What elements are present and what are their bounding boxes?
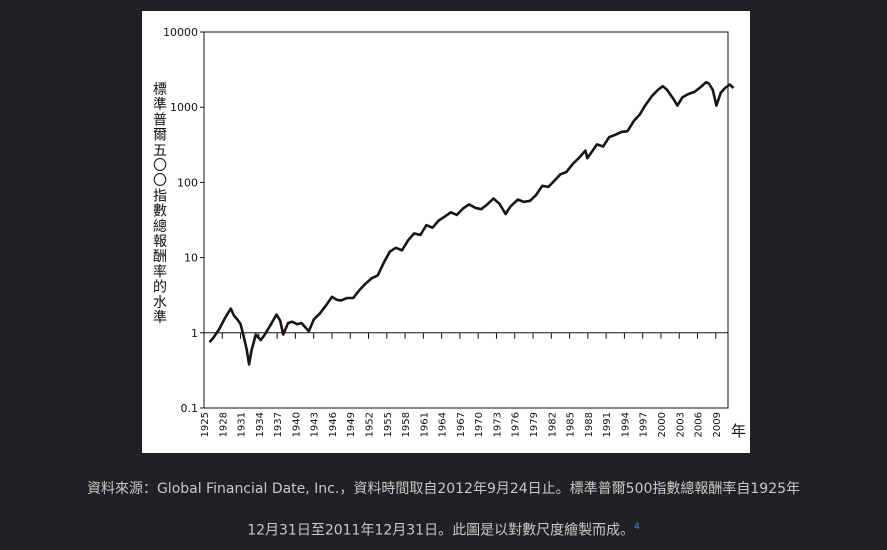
- y-axis-label-glyph: 指: [153, 188, 167, 204]
- x-tick-label: 2000: [657, 412, 668, 437]
- y-tick-label: 1: [191, 327, 198, 340]
- y-tick-label: 1000: [170, 101, 198, 114]
- x-tick-label: 1982: [547, 412, 558, 437]
- y-axis-label-glyph: 報: [153, 234, 167, 250]
- x-tick-label: 1991: [602, 412, 613, 437]
- x-tick-label: 1934: [255, 412, 266, 437]
- footnote-link[interactable]: 4: [634, 522, 640, 532]
- y-axis-label-glyph: 五: [153, 143, 167, 159]
- x-tick-label: 1988: [584, 412, 595, 437]
- y-axis-label-glyph: 爾: [153, 128, 167, 144]
- x-tick-label: 2009: [712, 412, 723, 437]
- x-tick-label: 1955: [383, 412, 394, 437]
- plot-frame: [203, 31, 729, 409]
- x-tick-label: 2003: [675, 412, 686, 437]
- x-axis-label: 年: [731, 422, 746, 440]
- x-tick-label: 1925: [200, 412, 211, 437]
- chart-figure: 10000 1000 100 10 1 0.1 1925 1928 1931 1934 1937 19…: [142, 11, 750, 453]
- caption-line-2-text: 12月31日至2011年12月31日。此圖是以對數尺度繪製而成。: [247, 522, 635, 539]
- y-axis-label-glyph: 〇: [153, 173, 167, 189]
- y-tick-label: 10: [184, 252, 198, 265]
- series-line: [208, 80, 735, 366]
- y-axis-label-glyph: 標: [153, 82, 167, 98]
- y-axis-label: 標準普爾五〇〇指數總報酬率的水準: [153, 82, 167, 326]
- y-axis-label-glyph: 準: [153, 310, 167, 326]
- y-axis-label-glyph: 準: [153, 97, 167, 113]
- x-tick-label: 1985: [566, 412, 577, 437]
- x-tick-label: 1973: [492, 412, 503, 437]
- y-axis-label-glyph: 酬: [153, 249, 167, 265]
- x-tick-label: 2006: [694, 412, 705, 437]
- y-tick-label: 100: [177, 176, 198, 189]
- x-tick-label: 1952: [365, 412, 376, 437]
- y-tick-label: 10000: [163, 26, 198, 39]
- x-tick-label: 1943: [310, 412, 321, 437]
- x-tick-label: 1946: [328, 412, 339, 437]
- x-tick-label: 1979: [529, 412, 540, 437]
- figure-caption: 資料來源：Global Financial Date, Inc.，資料時間取自2…: [0, 470, 887, 550]
- y-axis-label-glyph: 數: [153, 204, 167, 220]
- y-axis-label-glyph: 水: [153, 295, 167, 311]
- caption-line-1: 資料來源：Global Financial Date, Inc.，資料時間取自2…: [86, 481, 801, 497]
- x-tick-label: 1976: [511, 412, 522, 437]
- y-tick-label: 0.1: [181, 402, 199, 415]
- x-tick-label: 1958: [401, 412, 412, 437]
- x-tick-label: 1937: [273, 412, 284, 437]
- x-tick-label: 1961: [419, 412, 430, 437]
- y-axis-label-glyph: 普: [153, 112, 167, 128]
- x-tick-label: 1931: [237, 412, 248, 437]
- x-tick-label: 1970: [474, 412, 485, 437]
- y-axis-label-glyph: 總: [153, 218, 167, 235]
- x-tick-label: 1994: [620, 412, 631, 437]
- x-tick-label: 1964: [438, 412, 449, 437]
- x-tick-label: 1997: [639, 412, 650, 437]
- x-tick-label: 1940: [291, 412, 302, 437]
- y-axis-label-glyph: 〇: [153, 158, 167, 174]
- x-tick-label: 1928: [218, 412, 229, 437]
- caption-line-2: 12月31日至2011年12月31日。此圖是以對數尺度繪製而成。4: [0, 508, 887, 550]
- x-tick-label: 1949: [346, 412, 357, 437]
- x-tick-label: 1967: [456, 412, 467, 437]
- y-axis-label-glyph: 的: [153, 280, 167, 296]
- y-axis-label-glyph: 率: [153, 263, 167, 280]
